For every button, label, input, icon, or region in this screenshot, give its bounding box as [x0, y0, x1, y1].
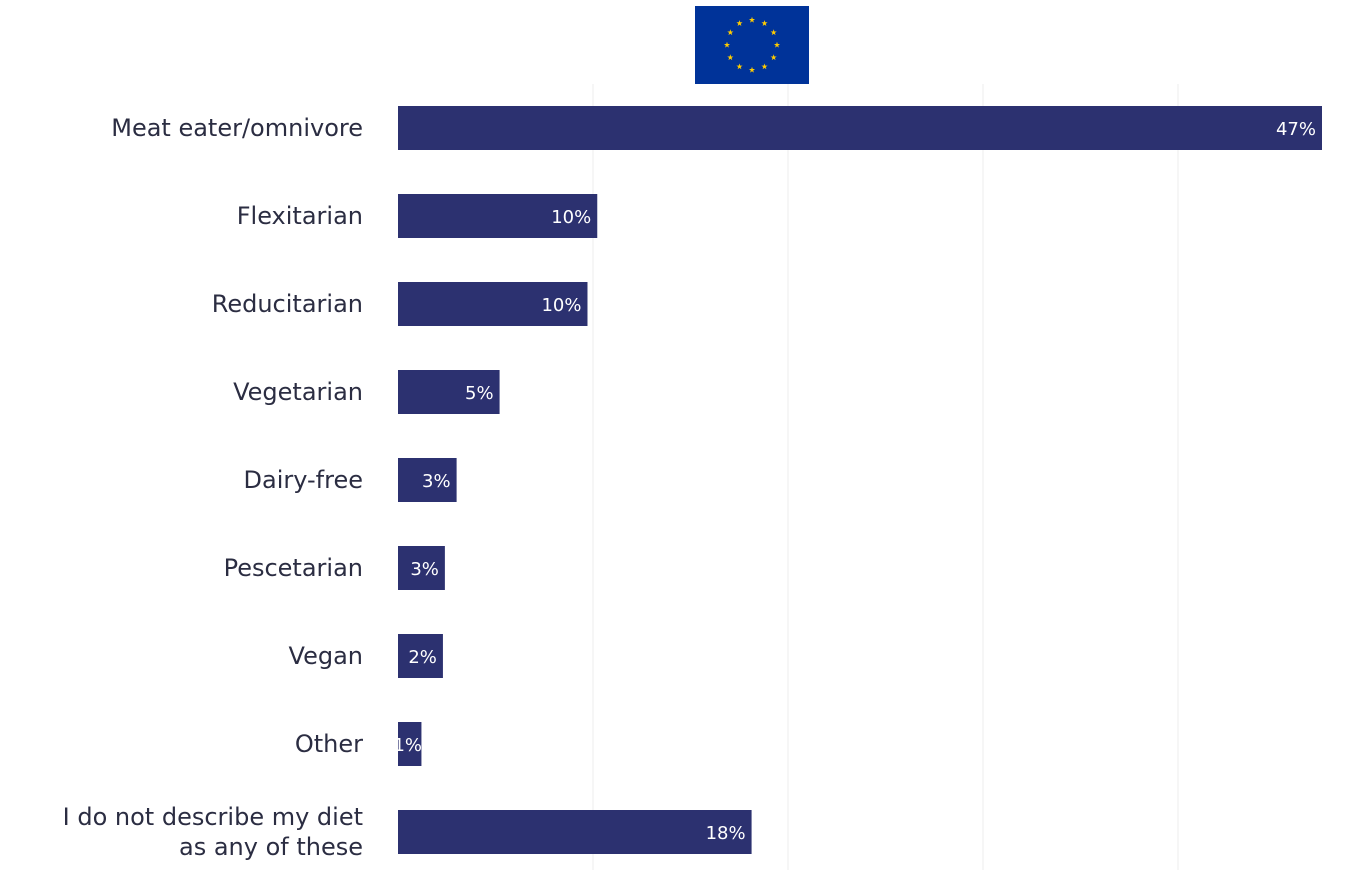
eu-flag-star: [761, 63, 768, 70]
category-label: Flexitarian: [237, 202, 363, 230]
bar: [398, 282, 588, 326]
category-label: Pescetarian: [224, 554, 363, 582]
value-label: 10%: [551, 207, 591, 228]
eu-flag-star: [773, 41, 781, 48]
eu-flag-star: [727, 54, 734, 61]
eu-flag-star: [736, 20, 743, 26]
eu-flag-star: [770, 29, 777, 36]
value-labels: 47% 10% 10% 5% 3% 3% 2% 1% 18%: [393, 119, 1316, 844]
bar: [398, 194, 598, 238]
bar: [398, 634, 443, 678]
value-label: 47%: [1276, 119, 1316, 140]
category-label: Vegetarian: [233, 378, 363, 406]
eu-flag-star: [748, 16, 756, 23]
eu-flag-star: [736, 63, 743, 70]
bar: [398, 810, 752, 854]
category-label: Meat eater/omnivore: [111, 114, 363, 142]
bars: [398, 106, 1322, 854]
category-label: Dairy-free: [244, 466, 363, 494]
eu-flag-star: [748, 66, 756, 73]
value-label: 1%: [393, 735, 422, 756]
grid-lines: [592, 84, 1179, 870]
bar: [398, 546, 445, 590]
bar: [398, 370, 500, 414]
eu-flag-icon: [695, 6, 809, 84]
eu-flag-star: [727, 29, 734, 36]
value-label: 3%: [410, 559, 439, 580]
value-label: 3%: [422, 471, 451, 492]
value-label: 18%: [706, 823, 746, 844]
category-label: Vegan: [289, 642, 363, 670]
category-label: Reducitarian: [212, 290, 363, 318]
bar: [398, 722, 422, 766]
value-label: 5%: [465, 383, 494, 404]
eu-flag-star: [770, 54, 777, 61]
eu-flag-star: [761, 20, 768, 26]
value-label: 2%: [408, 647, 437, 668]
category-label: I do not describe my diet as any of these: [63, 803, 363, 861]
category-labels: Meat eater/omnivore Flexitarian Reducitari…: [63, 114, 363, 861]
category-label: Other: [295, 730, 363, 758]
bar: [398, 106, 1322, 150]
bar: [398, 458, 457, 502]
eu-flag-star: [723, 41, 731, 48]
value-label: 10%: [541, 295, 581, 316]
